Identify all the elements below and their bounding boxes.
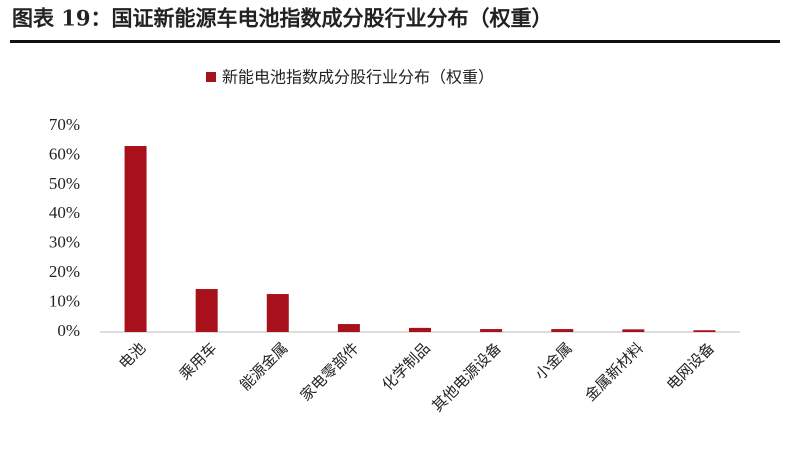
bar [480,329,503,332]
y-tick-label: 40% [49,203,80,222]
chart-title: 图表 19：国证新能源车电池指数成分股行业分布（权重） [12,6,553,31]
bar [266,294,289,332]
bar [337,324,360,332]
legend-swatch [206,72,216,82]
bar [195,289,218,332]
bar [693,330,716,332]
legend-label: 新能电池指数成分股行业分布（权重） [222,68,494,87]
x-tick-label: 乘用车 [176,339,221,384]
y-tick-label: 70% [49,115,80,134]
bar [409,327,431,332]
x-tick-label: 小金属 [531,339,576,384]
y-tick-label: 30% [49,233,80,252]
bar [551,329,574,332]
x-tick-label: 电网设备 [663,339,718,394]
y-tick-label: 60% [49,144,80,163]
x-tick-label: 能源金属 [236,339,291,394]
title-rule [10,40,780,43]
x-tick-label: 电池 [115,339,149,373]
x-tick-label: 家电零部件 [297,339,363,405]
bar [622,329,645,332]
y-tick-label: 0% [57,321,80,340]
x-tick-label: 其他电源设备 [428,339,504,415]
y-tick-label: 50% [49,174,80,193]
y-tick-label: 10% [49,291,80,310]
bar [124,146,147,332]
x-tick-label: 金属新材料 [581,339,647,405]
y-tick-label: 20% [49,262,80,281]
x-tick-label: 化学制品 [378,339,433,394]
